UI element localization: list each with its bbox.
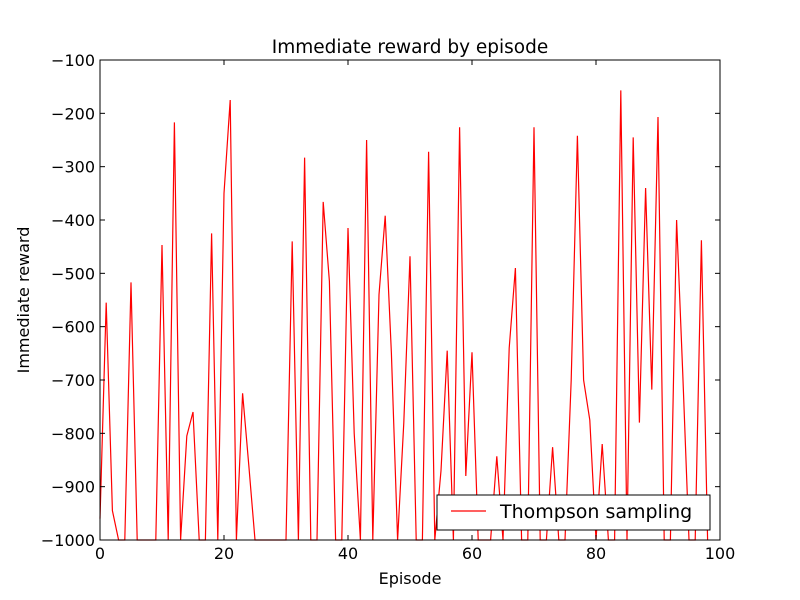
y-tick-label: −100 [51,51,95,70]
y-tick-label: −200 [51,104,95,123]
legend-label: Thompson sampling [499,501,692,523]
x-tick-label: 100 [705,544,736,563]
plot-frame [99,59,721,541]
x-axis-label: Episode [379,569,442,588]
plot-area [100,60,720,540]
y-tick-label: −800 [51,424,95,443]
y-tick-label: −600 [51,318,95,337]
y-tick-label: −700 [51,371,95,390]
tick-layer: 0 20 40 60 80 100 −1000 −900 −800 −700 −600 −500 −40… [41,51,735,563]
x-tick-label: 0 [95,544,105,563]
legend: Thompson sampling [436,494,711,531]
y-tick-label: −300 [51,158,95,177]
y-axis-label: Immediate reward [14,227,33,374]
x-tick-label: 20 [214,544,234,563]
y-tick-label: −900 [51,478,95,497]
chart-title: Immediate reward by episode [272,37,549,58]
legend-box [436,494,711,531]
x-tick-label: 40 [338,544,358,563]
y-tick-label: −1000 [41,531,95,550]
x-tick-label: 80 [586,544,606,563]
y-tick-label: −500 [51,264,95,283]
y-tick-label: −400 [51,211,95,230]
x-tick-label: 60 [462,544,482,563]
